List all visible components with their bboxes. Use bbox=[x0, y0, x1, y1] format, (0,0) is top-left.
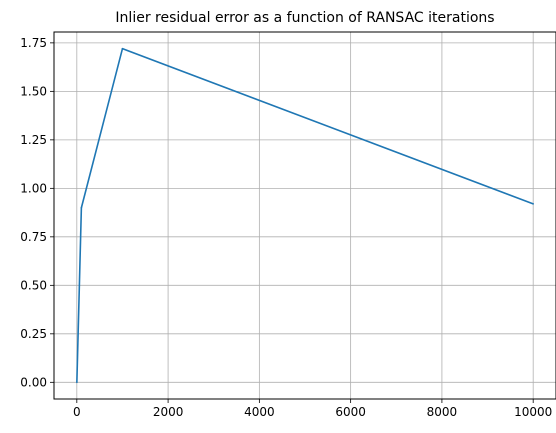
y-tick-label: 0.00 bbox=[20, 375, 47, 389]
grid bbox=[54, 32, 556, 399]
plot-frame bbox=[53, 31, 556, 400]
x-tick-label: 8000 bbox=[427, 405, 458, 419]
y-tick-label: 1.25 bbox=[20, 133, 47, 147]
x-tick-label: 4000 bbox=[244, 405, 275, 419]
x-tick-label: 10000 bbox=[514, 405, 552, 419]
data-point bbox=[76, 381, 78, 384]
data-point bbox=[121, 47, 124, 50]
y-tick-label: 1.50 bbox=[20, 84, 47, 98]
data-point bbox=[80, 206, 83, 209]
series-layer bbox=[76, 47, 534, 384]
y-axis: 0.00 0.25 0.50 0.75 1.00 1.25 1.50 1.75 bbox=[20, 36, 54, 389]
chart-title: Inlier residual error as a function of R… bbox=[115, 10, 494, 26]
y-tick-label: 0.25 bbox=[20, 327, 47, 341]
y-tick-label: 0.50 bbox=[20, 278, 47, 292]
x-tick-label: 0 bbox=[73, 405, 81, 419]
y-tick-label: 1.75 bbox=[20, 36, 47, 50]
series-line bbox=[76, 47, 534, 383]
y-tick-label: 0.75 bbox=[20, 230, 47, 244]
x-tick-label: 2000 bbox=[153, 405, 184, 419]
x-axis: 0 2000 4000 6000 8000 10000 bbox=[73, 399, 552, 419]
x-tick-label: 6000 bbox=[335, 405, 366, 419]
y-tick-label: 1.00 bbox=[20, 181, 47, 195]
data-point bbox=[532, 203, 534, 205]
